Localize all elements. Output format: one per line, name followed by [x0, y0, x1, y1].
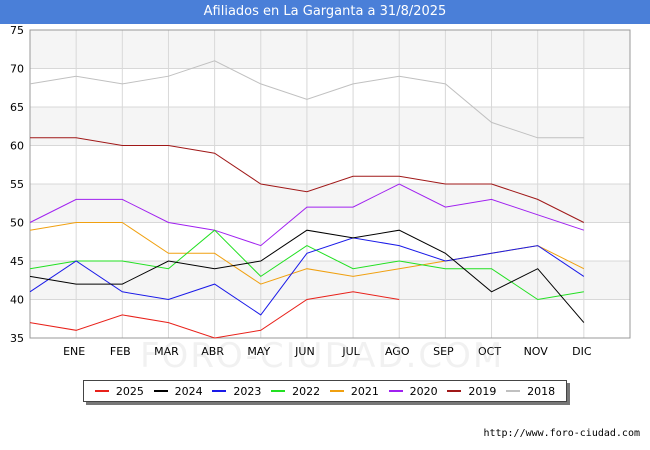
watermark: FORO-CIUDAD.COM — [140, 336, 505, 376]
legend-item-2020: 2020 — [388, 384, 438, 398]
x-tick-label: FEB — [110, 345, 131, 358]
legend-swatch — [153, 390, 168, 392]
y-tick-label: 70 — [10, 63, 24, 76]
y-tick-label: 75 — [10, 24, 24, 37]
legend-swatch — [506, 390, 521, 392]
y-tick-label: 65 — [10, 101, 24, 114]
legend-swatch — [94, 390, 109, 392]
legend-swatch — [212, 390, 227, 392]
y-tick-label: 45 — [10, 255, 24, 268]
legend-label: 2021 — [350, 384, 379, 398]
y-tick-label: 40 — [10, 294, 24, 307]
y-tick-label: 50 — [10, 217, 24, 230]
x-tick-label: JUL — [341, 345, 360, 358]
x-tick-label: SEP — [433, 345, 454, 358]
legend-item-2022: 2022 — [271, 385, 320, 398]
legend-label: 2022 — [292, 384, 321, 398]
series-line-2025 — [29, 291, 400, 339]
x-tick-label: MAY — [247, 345, 270, 358]
x-tick-label: MAR — [154, 345, 179, 358]
legend-item-2025: 2025 — [94, 384, 144, 398]
legend-item-2018: 2018 — [506, 385, 555, 398]
series-line-2024 — [29, 229, 585, 323]
chart-legend: 2025 2024 2023 2022 2021 2020 2019 2018 — [83, 380, 567, 402]
legend-item-2023: 2023 — [212, 385, 261, 398]
legend-item-2024: 2024 — [153, 384, 203, 398]
legend-item-2021: 2021 — [329, 384, 379, 398]
legend-item-2019: 2019 — [447, 385, 496, 398]
grid-band — [30, 184, 630, 223]
y-tick-label: 55 — [10, 178, 24, 191]
x-tick-label: JUN — [294, 345, 315, 358]
legend-label: 2019 — [468, 384, 497, 398]
x-tick-label: ABR — [201, 345, 224, 358]
x-tick-label: AGO — [385, 345, 410, 358]
series-line-2018 — [29, 60, 584, 139]
y-tick-label: 35 — [10, 332, 24, 345]
grid-band — [30, 261, 630, 300]
x-tick-label: NOV — [524, 345, 549, 358]
source-url[interactable]: http://www.foro-ciudad.com — [483, 428, 640, 439]
series-line-2022 — [29, 229, 584, 301]
chart-title: Afiliados en La Garganta a 31/8/2025 — [0, 0, 650, 24]
plot-frame — [29, 29, 631, 339]
x-tick-label: DIC — [572, 345, 592, 358]
legend-label: 2024 — [174, 384, 203, 398]
line-chart: 35 40 45 50 55 60 65 70 75 ENE FEB MAR ABR MAY JUN JUL A… — [10, 24, 631, 358]
legend-label: 2023 — [233, 384, 262, 398]
grid-band — [30, 107, 630, 146]
series-line-2019 — [30, 137, 585, 223]
legend-swatch — [329, 390, 344, 392]
legend-swatch — [447, 390, 462, 392]
series-line-2023 — [29, 237, 585, 316]
legend-label: 2020 — [409, 384, 438, 398]
grid-band — [30, 30, 630, 69]
x-tick-label: ENE — [63, 345, 85, 358]
legend-swatch — [388, 390, 403, 392]
series-line-2020 — [29, 183, 585, 247]
x-tick-label: OCT — [478, 345, 501, 358]
legend-label: 2018 — [527, 384, 556, 398]
legend-label: 2025 — [115, 384, 144, 398]
y-tick-label: 60 — [10, 140, 24, 153]
legend-swatch — [271, 390, 286, 392]
